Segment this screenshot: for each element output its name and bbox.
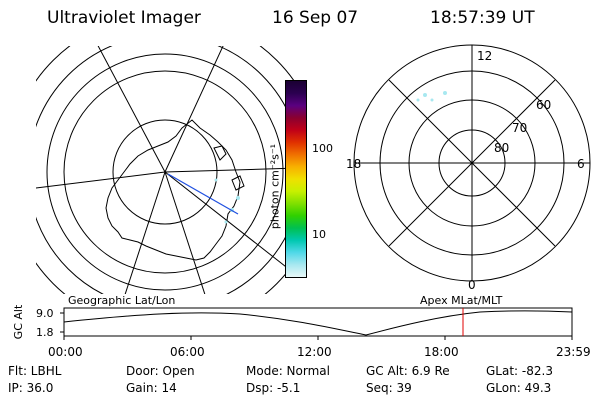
meridian-line: [164, 171, 291, 271]
status-gc-alt: GC Alt: 6.9 Re: [366, 364, 450, 378]
date-label: 16 Sep 07: [272, 8, 359, 28]
look-direction-line: [167, 173, 239, 215]
mlat-70-label: 70: [512, 121, 527, 135]
colorbar-tick-10: 10: [312, 228, 326, 241]
polar-map-label: Apex MLat/MLT: [420, 294, 503, 307]
status-flt: Flt: LBHL: [8, 364, 62, 378]
mlt-12-label: 12: [477, 49, 492, 63]
coastline: [231, 175, 245, 191]
status-mode: Mode: Normal: [246, 364, 330, 378]
meridian-line: [36, 171, 166, 189]
colorbar: [285, 80, 307, 278]
status-glon: GLon: 49.3: [486, 381, 552, 395]
status-gain: Gain: 14: [126, 381, 177, 395]
coastline: [213, 145, 227, 161]
meridian-line: [164, 46, 224, 173]
mlt-6-label: 6: [577, 157, 585, 171]
mlt-18-label: 18: [346, 157, 361, 171]
altitude-curve: [63, 310, 573, 336]
status-glat: GLat: -82.3: [486, 364, 553, 378]
xtick-label: 12:00: [297, 345, 332, 359]
latitude-ring: [63, 70, 267, 274]
status-seq: Seq: 39: [366, 381, 412, 395]
status-dsp: Dsp: -5.1: [246, 381, 301, 395]
colorbar-tick-100: 100: [312, 142, 333, 155]
xtick-label: 18:00: [424, 345, 459, 359]
coastline: [105, 119, 241, 261]
status-ip: IP: 36.0: [8, 381, 54, 395]
meridian-line: [97, 46, 166, 173]
meridian-line: [164, 171, 206, 294]
mlat-60-label: 60: [536, 98, 551, 112]
altitude-ylabel: GC Alt: [12, 304, 25, 339]
latitude-ring: [112, 119, 218, 225]
meridian-line: [124, 171, 166, 294]
xtick-label: 00:00: [48, 345, 83, 359]
time-label: 18:57:39 UT: [430, 8, 535, 28]
geo-map-label: Geographic Lat/Lon: [68, 294, 175, 307]
instrument-title: Ultraviolet Imager: [47, 8, 201, 28]
status-door: Door: Open: [126, 364, 195, 378]
latitude-ring: [46, 53, 284, 291]
xtick-label: 23:59: [556, 345, 591, 359]
mlat-80-label: 80: [494, 141, 509, 155]
ytick-bottom: 1.8: [36, 326, 54, 339]
meridian-line: [164, 167, 294, 173]
mlt-0-label: 0: [468, 278, 476, 292]
ytick-top: 9.0: [36, 307, 54, 320]
xtick-label: 06:00: [170, 345, 205, 359]
